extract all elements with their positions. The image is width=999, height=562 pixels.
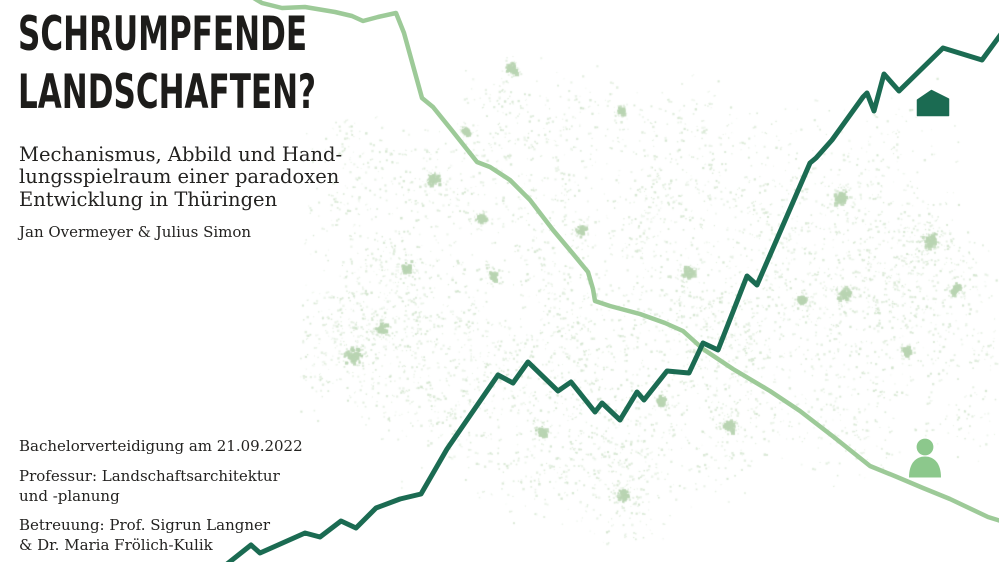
- declining-trend-line: [252, 0, 999, 523]
- rising-trend-line: [225, 32, 999, 562]
- house-icon: [916, 89, 950, 117]
- person-icon: [909, 438, 941, 478]
